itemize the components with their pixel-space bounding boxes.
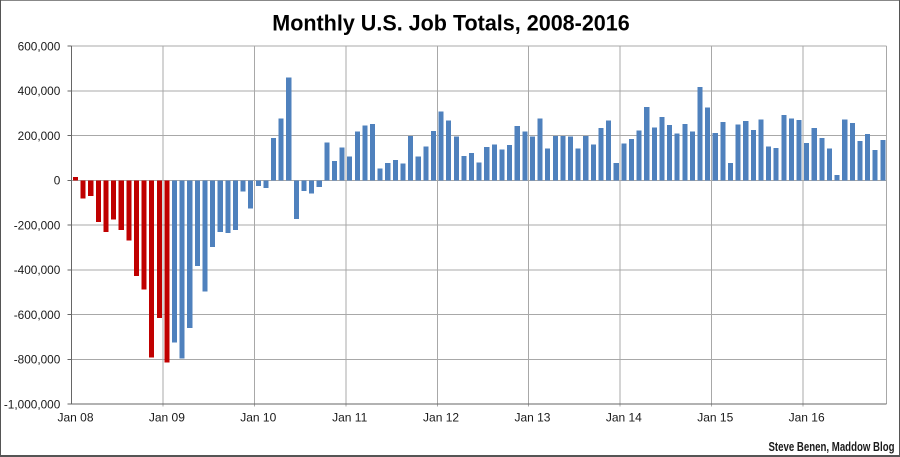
svg-text:200,000: 200,000 bbox=[18, 129, 61, 143]
svg-text:600,000: 600,000 bbox=[18, 39, 61, 53]
svg-text:Jan 14: Jan 14 bbox=[606, 411, 642, 425]
svg-text:-200,000: -200,000 bbox=[14, 218, 61, 232]
svg-text:Jan 13: Jan 13 bbox=[514, 411, 550, 425]
svg-text:-800,000: -800,000 bbox=[14, 353, 61, 367]
svg-text:Jan 08: Jan 08 bbox=[57, 411, 93, 425]
svg-text:Jan 10: Jan 10 bbox=[240, 411, 276, 425]
svg-text:Jan 12: Jan 12 bbox=[423, 411, 459, 425]
svg-text:Jan 09: Jan 09 bbox=[149, 411, 185, 425]
svg-text:-400,000: -400,000 bbox=[14, 263, 61, 277]
svg-text:Steve Benen, Maddow Blog: Steve Benen, Maddow Blog bbox=[769, 440, 895, 454]
svg-text:400,000: 400,000 bbox=[18, 84, 61, 98]
svg-text:0: 0 bbox=[54, 174, 61, 188]
svg-text:Jan 16: Jan 16 bbox=[789, 411, 825, 425]
svg-text:-600,000: -600,000 bbox=[14, 308, 61, 322]
svg-text:-1,000,000: -1,000,000 bbox=[4, 397, 61, 411]
svg-text:Jan 11: Jan 11 bbox=[332, 411, 367, 425]
svg-text:Monthly U.S. Job Totals, 2008-: Monthly U.S. Job Totals, 2008-2016 bbox=[272, 10, 630, 35]
svg-text:Jan 15: Jan 15 bbox=[697, 411, 733, 425]
